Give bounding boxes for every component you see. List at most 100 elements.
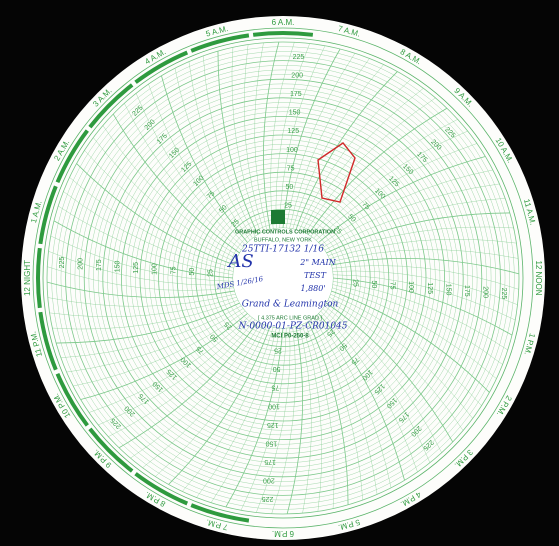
time-line — [324, 198, 506, 251]
ring — [139, 134, 427, 422]
time-line — [327, 226, 514, 257]
time-line — [332, 270, 518, 305]
time-line — [322, 308, 431, 463]
scale-label: 125 — [426, 282, 433, 294]
time-line — [318, 156, 486, 243]
time-line — [130, 322, 262, 459]
time-line — [332, 274, 516, 321]
hour-label: 6 P.M. — [272, 529, 294, 538]
night-band — [88, 427, 134, 473]
scale-label: 125 — [267, 421, 279, 428]
time-line — [310, 319, 363, 501]
ring — [56, 51, 510, 505]
night-band — [55, 129, 89, 184]
ring — [60, 55, 506, 501]
scale-label: 75 — [389, 282, 396, 290]
time-line — [174, 68, 251, 241]
ring — [102, 97, 464, 459]
hand-location: Grand & Leamington — [242, 300, 339, 310]
time-line — [329, 238, 517, 260]
time-line — [298, 79, 411, 231]
hand-initials: AS — [226, 251, 253, 272]
hub-code: MCI P0-250-8 — [271, 334, 309, 340]
ring — [51, 46, 515, 510]
scale-label: 25 — [274, 347, 282, 354]
ring — [83, 78, 483, 478]
hand-length: 1,880' — [300, 284, 325, 293]
outer-ring — [42, 37, 524, 519]
ring — [195, 190, 371, 366]
ring — [204, 199, 362, 357]
ring — [93, 88, 473, 468]
time-line — [313, 130, 468, 239]
scale-label: 25 — [284, 202, 292, 209]
time-line — [332, 265, 519, 290]
scale-label: 75 — [206, 190, 217, 201]
time-line — [286, 326, 303, 515]
time-line — [332, 281, 508, 351]
scale-label: 150 — [266, 439, 278, 446]
time-line — [304, 97, 436, 234]
time-line — [315, 315, 392, 488]
scale-label: 175 — [463, 285, 470, 297]
time-line — [93, 137, 237, 260]
hand-test: TEST — [304, 271, 327, 280]
scale-label: 50 — [370, 280, 377, 288]
scale-label: 100 — [152, 263, 159, 275]
scale-label: 75 — [349, 355, 360, 366]
time-line — [313, 317, 378, 495]
time-line — [322, 183, 500, 248]
night-band — [38, 185, 58, 245]
time-line — [275, 43, 310, 229]
time-line — [50, 235, 234, 282]
time-line — [330, 249, 519, 263]
time-line — [63, 191, 234, 272]
scale-label: 150 — [115, 261, 122, 273]
time-line — [155, 325, 268, 477]
scale-label: 25 — [325, 327, 336, 338]
time-line — [118, 321, 259, 449]
ring — [135, 130, 431, 426]
time-line — [256, 327, 291, 513]
scale-label: 75 — [360, 201, 371, 212]
ring — [153, 148, 413, 408]
time-line — [188, 61, 253, 239]
hand-job: N-0000-01-PZ-CR01045 — [238, 322, 348, 332]
night-band — [190, 33, 250, 53]
time-line — [332, 284, 503, 365]
time-line — [217, 51, 259, 235]
hub-grad: [ 4.375 ARC LINE GRAD ] — [258, 315, 322, 321]
time-line — [49, 296, 237, 318]
scale-label: 200 — [263, 476, 275, 483]
time-line — [330, 293, 482, 406]
scale-label: 75 — [287, 165, 295, 172]
time-line — [135, 93, 244, 248]
ring — [144, 139, 422, 417]
hand-id: 25TTI-17132 1/16 — [241, 245, 324, 255]
ring — [130, 125, 436, 431]
time-line — [196, 327, 277, 498]
ring — [97, 92, 469, 464]
time-line — [301, 88, 424, 232]
hour-label: 12 NIGHT — [23, 260, 32, 296]
scale-label: 125 — [133, 262, 140, 274]
scale-label: 100 — [286, 147, 298, 154]
time-line — [182, 326, 274, 492]
hour-label: 12 NOON — [534, 260, 543, 295]
scale-label: 50 — [209, 332, 220, 343]
ring — [158, 153, 408, 403]
ring — [163, 158, 403, 398]
ring — [200, 195, 366, 361]
time-line — [326, 302, 454, 443]
time-line — [52, 299, 239, 330]
scale-label: 75 — [170, 266, 177, 274]
time-line — [89, 315, 251, 413]
night-band — [134, 50, 189, 84]
ring — [111, 106, 455, 450]
scale-label: 175 — [290, 91, 302, 98]
scale-label: 100 — [407, 281, 414, 293]
scale-label: 50 — [273, 365, 281, 372]
time-line — [286, 53, 356, 229]
scale-label: 225 — [293, 54, 305, 61]
